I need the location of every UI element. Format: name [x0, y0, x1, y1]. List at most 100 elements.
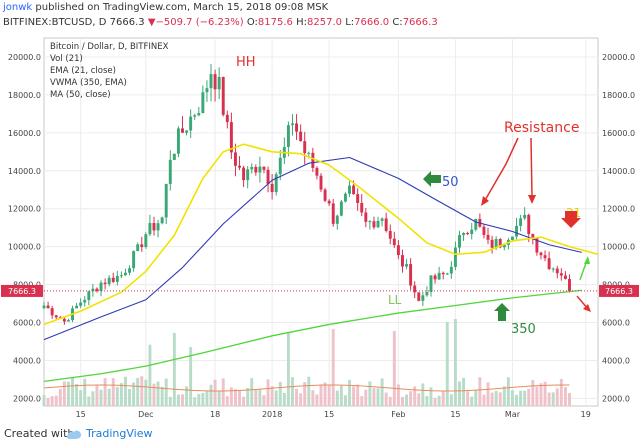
- volume-bar: [246, 387, 250, 406]
- candle-body: [417, 292, 421, 301]
- volume-bar: [299, 393, 303, 406]
- volume-bar: [189, 347, 193, 406]
- legend-item: EMA (21, close): [50, 66, 116, 76]
- volume-bar: [364, 389, 368, 406]
- candle-body: [303, 141, 307, 154]
- volume-bar: [376, 388, 380, 406]
- x-tick-label: Feb: [391, 410, 405, 419]
- candle-body: [519, 218, 523, 226]
- candle-body: [270, 183, 274, 193]
- candle-body: [99, 282, 103, 291]
- candle-body: [87, 291, 91, 300]
- candle-body: [392, 238, 396, 246]
- candle-body: [217, 76, 221, 90]
- y-tick-label-right: 12000.0: [602, 205, 635, 214]
- candle-body: [172, 153, 176, 160]
- resistance-arrow-head-2: [528, 195, 536, 204]
- candle-body: [449, 266, 453, 274]
- candle-body: [205, 88, 209, 93]
- candle-body: [50, 308, 54, 316]
- volume-bar: [54, 395, 58, 406]
- legend-item: Bitcoin / Dollar, D, BITFINEX: [50, 42, 169, 52]
- candle-body: [356, 194, 360, 203]
- volume-bar: [197, 393, 201, 406]
- volume-bar: [470, 396, 474, 406]
- candle-body: [352, 185, 356, 195]
- y-tick-label-right: 10000.0: [602, 243, 635, 252]
- annotation-350: 350: [511, 322, 536, 337]
- candle-body: [209, 74, 213, 89]
- volume-bar: [278, 381, 282, 406]
- footer: Created with TradingView: [0, 422, 640, 446]
- candle-body: [266, 169, 270, 184]
- price-tag-left-text: 7666.3: [8, 287, 36, 296]
- volume-bar: [233, 389, 237, 406]
- candle-body: [360, 202, 364, 213]
- volume-bar: [478, 377, 482, 406]
- candle-body: [91, 288, 95, 292]
- x-tick-label: 15: [450, 410, 460, 419]
- volume-bar: [568, 393, 571, 406]
- volume-bar: [523, 390, 527, 406]
- y-tick-label-left: 2000.0: [13, 394, 41, 403]
- candle-body: [111, 277, 115, 282]
- y-tick-label-left: 6000.0: [13, 319, 41, 328]
- candle-body: [233, 152, 237, 166]
- candle-body: [258, 166, 262, 173]
- volume-bar: [262, 395, 266, 406]
- candle-body: [498, 239, 502, 248]
- volume-bar: [71, 377, 74, 406]
- volume-bar: [555, 388, 559, 406]
- volume-bar: [352, 386, 356, 406]
- author-link[interactable]: jonwk: [3, 2, 33, 13]
- price-tag-left-bg: [1, 284, 43, 297]
- volume-bar: [388, 396, 392, 406]
- x-tick-label: Mar: [505, 410, 521, 419]
- candle-body: [185, 130, 189, 133]
- candle-body: [401, 255, 404, 267]
- symbol: BITFINEX:BTCUSD, D: [3, 17, 107, 28]
- volume-bar: [543, 381, 547, 406]
- y-tick-label-left: 16000.0: [8, 129, 41, 138]
- candle-body: [193, 115, 197, 117]
- volume-bar: [266, 379, 270, 406]
- footer-brand[interactable]: TradingView: [86, 427, 153, 440]
- candle-body: [160, 217, 164, 224]
- low-value: 7666.0: [354, 17, 390, 28]
- candle-body: [124, 272, 127, 276]
- candle-body: [295, 123, 299, 132]
- symbol-info: BITFINEX:BTCUSD, D 7666.3 ▼−509.7 (−6.23…: [3, 17, 438, 28]
- volume-bar: [115, 387, 119, 406]
- volume-bar: [242, 396, 246, 406]
- candle-body: [274, 174, 278, 193]
- volume-bar: [164, 378, 168, 406]
- tradingview-logo-icon: [67, 430, 81, 439]
- x-tick-label: 19: [581, 410, 591, 419]
- volume-bar: [136, 377, 140, 406]
- volume-bar: [515, 394, 518, 406]
- candle-body: [433, 275, 437, 280]
- volume-bar: [445, 322, 449, 406]
- volume-bar: [193, 397, 197, 406]
- volume-bars: [42, 319, 571, 406]
- y-tick-label-right: 18000.0: [602, 91, 635, 100]
- candle-body: [144, 234, 148, 248]
- volume-bar: [327, 385, 331, 406]
- volume-bar: [205, 391, 209, 406]
- volume-bar: [176, 394, 180, 406]
- volume-bar: [441, 391, 445, 406]
- volume-bar: [368, 381, 372, 406]
- annotation-ll: LL: [388, 293, 402, 307]
- price-tag-right: 7666.3: [599, 284, 639, 297]
- legend-item: MA (50, close): [50, 90, 111, 100]
- candle-body: [197, 113, 201, 116]
- volume-bar: [563, 387, 567, 406]
- candle-body: [164, 183, 168, 218]
- volume-bar: [172, 332, 176, 406]
- candle-body: [441, 272, 445, 275]
- candle-body: [79, 302, 83, 306]
- candle-body: [238, 165, 241, 168]
- volume-bar: [168, 396, 172, 406]
- price-chart[interactable]: 2000.02000.04000.04000.06000.06000.08000…: [0, 34, 640, 422]
- volume-bar: [87, 396, 91, 406]
